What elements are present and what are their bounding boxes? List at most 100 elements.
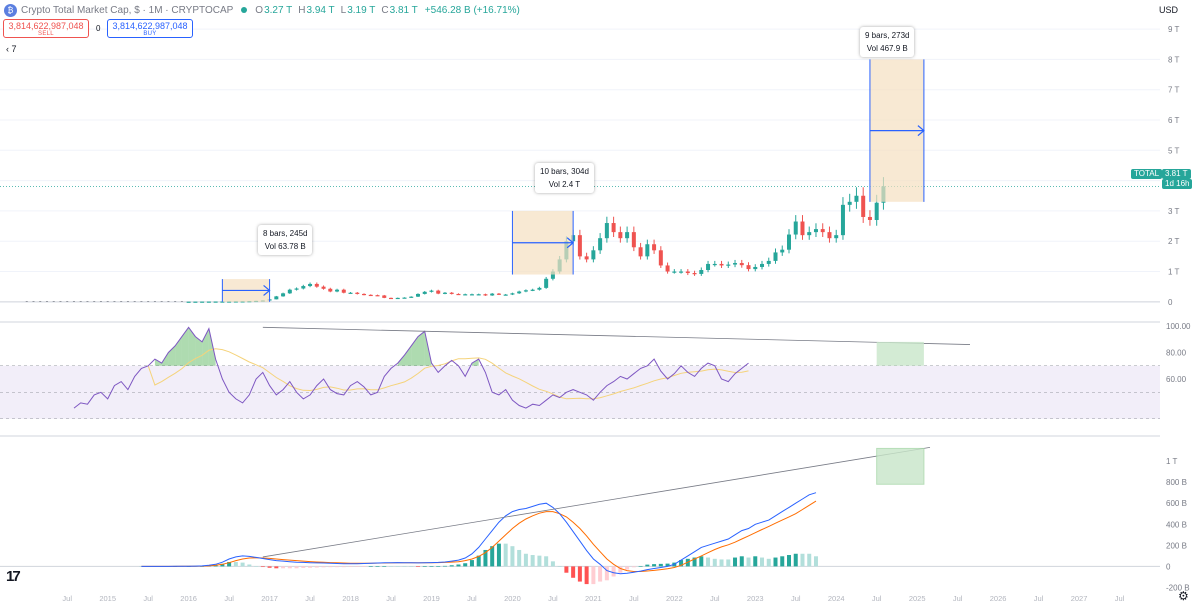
- macd-histogram-bar: [510, 546, 515, 567]
- macd-histogram-bar: [260, 566, 265, 568]
- candle-body: [213, 301, 218, 303]
- candle-body: [442, 292, 447, 294]
- candle-body: [631, 232, 636, 248]
- x-tick-label: 2017: [261, 594, 278, 603]
- macd-histogram-bar: [611, 566, 616, 577]
- x-tick-label: 2025: [909, 594, 926, 603]
- macd-histogram-bar: [442, 565, 447, 567]
- candle-body: [395, 297, 400, 300]
- macd-histogram-bar: [227, 561, 232, 567]
- candle-body: [193, 301, 198, 303]
- x-tick-label: Jul: [953, 594, 963, 603]
- x-tick-label: Jul: [305, 594, 315, 603]
- macd-histogram-bar: [355, 566, 360, 567]
- x-tick-label: 2019: [423, 594, 440, 603]
- candle-body: [800, 221, 805, 236]
- candle-body: [692, 273, 697, 275]
- macd-histogram-bar: [739, 556, 744, 567]
- macd-histogram-bar: [308, 566, 313, 568]
- symbol-title[interactable]: Crypto Total Market Cap, $ · 1M · CRYPTO…: [21, 4, 234, 16]
- macd-histogram-bar: [274, 566, 279, 569]
- rsi-overbought-fill: [471, 359, 479, 366]
- range-bars-3: 9 bars, 273d: [865, 31, 910, 40]
- candle-body: [577, 235, 582, 257]
- macd-histogram-bar: [415, 566, 420, 567]
- currency-selector[interactable]: USD: [1158, 5, 1178, 15]
- tradingview-logo-icon: 17: [6, 568, 21, 585]
- x-tick-label: 2024: [828, 594, 845, 603]
- candle-body: [530, 289, 535, 291]
- buy-button[interactable]: 3,814,622,987,048 BUY: [107, 19, 193, 38]
- x-tick-label: 2021: [585, 594, 602, 603]
- candle-body: [652, 244, 657, 251]
- range-arrowhead-icon: [263, 284, 271, 296]
- settings-gear-icon[interactable]: ⚙: [1178, 589, 1189, 603]
- x-tick-label: 2023: [747, 594, 764, 603]
- buy-price: 3,814,622,987,048: [112, 21, 188, 31]
- candle-body: [611, 223, 616, 233]
- ohlc-open: O3.27 T: [255, 4, 293, 16]
- macd-histogram-bar: [314, 566, 319, 568]
- macd-histogram-bar: [591, 566, 596, 585]
- candle-body: [220, 301, 225, 303]
- macd-histogram-bar: [490, 546, 495, 567]
- macd-histogram-bar: [281, 566, 286, 569]
- candle-body: [449, 292, 454, 294]
- macd-histogram-bar: [726, 559, 731, 567]
- sell-price: 3,814,622,987,048: [8, 21, 84, 31]
- macd-trendline: [262, 446, 931, 558]
- macd-histogram-bar: [368, 566, 373, 567]
- macd-histogram-bar: [537, 555, 542, 567]
- rsi-tick-label: 100.00: [1166, 322, 1191, 331]
- candle-body: [665, 265, 670, 272]
- macd-histogram-bar: [577, 566, 582, 582]
- range-arrowhead-icon: [566, 237, 575, 249]
- candle-body: [341, 289, 346, 293]
- candle-body: [308, 283, 313, 287]
- candle-body: [834, 235, 839, 239]
- price-tick-label: 9 T: [1168, 25, 1180, 34]
- candle-body: [780, 249, 785, 253]
- macd-histogram-bar: [382, 566, 387, 567]
- range-bars-1: 8 bars, 245d: [263, 229, 308, 238]
- macd-histogram-bar: [220, 563, 225, 567]
- candle-body: [840, 204, 845, 236]
- ohlc-high: H3.94 T: [298, 4, 335, 16]
- macd-tick-label: 0: [1166, 562, 1171, 571]
- macd-histogram-bar: [766, 558, 771, 567]
- macd-histogram-bar: [550, 561, 555, 567]
- macd-tick-label: 400 B: [1166, 520, 1187, 529]
- macd-tick-label: 800 B: [1166, 478, 1187, 487]
- macd-histogram-bar: [658, 563, 663, 567]
- market-status-dot-icon: [241, 7, 248, 13]
- x-tick-label: 2022: [666, 594, 683, 603]
- macd-histogram-bar: [362, 566, 367, 567]
- candle-body: [490, 293, 495, 296]
- price-tag-label: TOTAL: [1131, 169, 1163, 179]
- candle-body: [328, 288, 333, 292]
- candle-body: [362, 293, 367, 296]
- candle-body: [321, 286, 326, 289]
- sell-button[interactable]: 3,814,622,987,048 SELL: [3, 19, 89, 38]
- macd-histogram-bar: [604, 566, 609, 581]
- candle-body: [240, 301, 245, 303]
- candle-body: [402, 297, 407, 299]
- candle-body: [483, 294, 488, 296]
- candle-body: [200, 301, 205, 303]
- indicator-collapse-toggle[interactable]: ‹ 7: [6, 44, 17, 54]
- range-bars-2: 10 bars, 304d: [540, 167, 589, 176]
- range-callout-1[interactable]: 8 bars, 245d Vol 63.78 B: [258, 225, 313, 255]
- range-callout-2[interactable]: 10 bars, 304d Vol 2.4 T: [535, 163, 594, 193]
- candle-body: [793, 221, 798, 235]
- range-callout-3[interactable]: 9 bars, 273d Vol 467.9 B: [860, 27, 915, 57]
- candle-body: [638, 247, 643, 257]
- rsi-ma-line: [147, 348, 749, 400]
- candle-body: [314, 283, 319, 287]
- macd-histogram-bar: [429, 566, 434, 567]
- macd-histogram-bar: [638, 566, 643, 567]
- candle-body: [227, 301, 232, 303]
- candle-body: [476, 294, 481, 296]
- range-vol-1: Vol 63.78 B: [264, 242, 306, 251]
- candle-body: [206, 301, 211, 303]
